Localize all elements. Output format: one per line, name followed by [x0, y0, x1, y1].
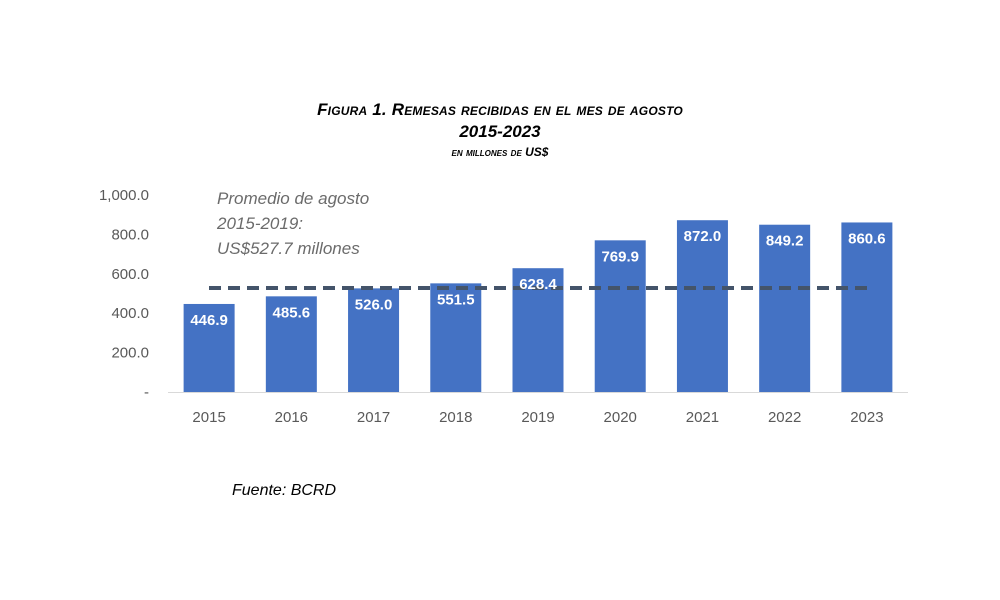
bar — [265, 296, 317, 392]
title-line-1: Figura 1. Remesas recibidas en el mes de… — [317, 100, 683, 119]
bar-value-label: 872.0 — [684, 228, 722, 245]
bar — [430, 283, 482, 392]
bar-value-label: 446.9 — [190, 312, 228, 329]
bar-value-label: 485.6 — [273, 304, 311, 321]
y-tick-label: 600.0 — [111, 266, 149, 283]
bar — [183, 303, 235, 392]
annotation-line-1: Promedio de agosto — [217, 189, 370, 208]
bar-value-label: 526.0 — [355, 296, 393, 313]
bar-value-label: 849.2 — [766, 233, 804, 250]
bar — [676, 220, 728, 392]
x-tick-label: 2022 — [768, 409, 801, 426]
y-tick-label: 800.0 — [111, 226, 149, 243]
x-tick-label: 2015 — [192, 409, 225, 426]
bar — [759, 224, 811, 392]
bar — [841, 222, 893, 392]
source-note: Fuente: BCRD — [232, 482, 337, 499]
bar-value-label: 628.4 — [519, 276, 557, 293]
x-tick-label: 2023 — [850, 409, 883, 426]
x-tick-label: 2021 — [686, 409, 719, 426]
bar — [348, 288, 400, 392]
y-tick-label: 200.0 — [111, 345, 149, 362]
bar-value-label: 860.6 — [848, 230, 886, 247]
title-line-3: en millones de US$ — [451, 145, 549, 159]
x-tick-label: 2020 — [604, 409, 637, 426]
y-tick-label: 400.0 — [111, 305, 149, 322]
bar-value-label: 551.5 — [437, 291, 475, 308]
chart-title: Figura 1. Remesas recibidas en el mes de… — [0, 100, 1000, 159]
x-tick-label: 2019 — [521, 409, 554, 426]
y-tick-label: 1,000.0 — [99, 187, 149, 204]
x-tick-label: 2016 — [275, 409, 308, 426]
bar-value-label: 769.9 — [601, 248, 639, 265]
title-line-2: 2015-2023 — [459, 122, 541, 141]
x-tick-label: 2018 — [439, 409, 472, 426]
y-tick-label: - — [144, 384, 149, 401]
x-tick-label: 2017 — [357, 409, 390, 426]
average-annotation: Promedio de agosto 2015-2019: US$527.7 m… — [217, 186, 369, 261]
annotation-line-3: US$527.7 millones — [217, 239, 360, 258]
annotation-line-2: 2015-2019: — [217, 214, 304, 233]
bar — [594, 240, 646, 392]
